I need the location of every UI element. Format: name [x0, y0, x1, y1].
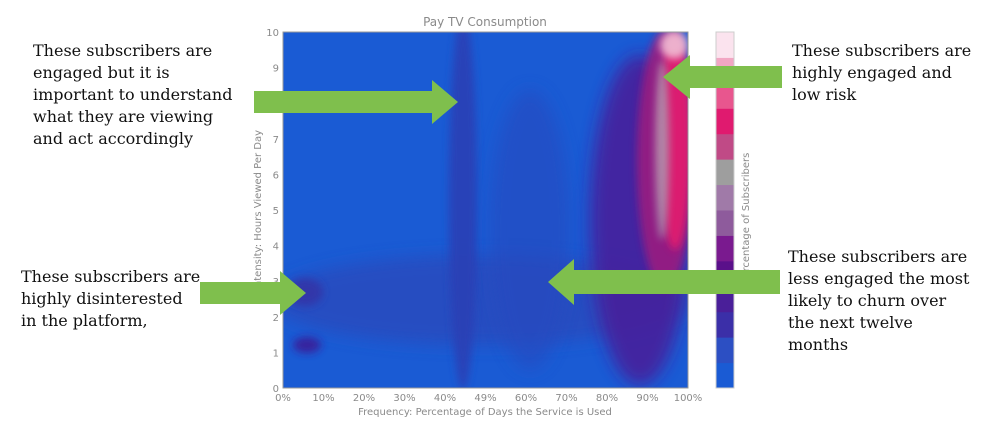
arrow-disinterested [200, 271, 306, 315]
x-tick-label: 30% [393, 393, 415, 404]
annotation-engaged: These subscribers are engaged but it is … [33, 41, 233, 148]
colorbar-label: Percentage of Subscribers [741, 153, 752, 284]
plot-frame [282, 31, 689, 389]
y-tick-label: 9 [273, 64, 279, 75]
top-peak [660, 32, 688, 59]
colorbar-segment [716, 159, 734, 186]
arrow-less [548, 259, 780, 305]
heatmap-contours [283, 32, 688, 388]
x-ticks: 0% 10% 20% 30% 40% 49% 60% 70% 80% 90% 100% [275, 393, 702, 404]
x-tick-label: 70% [555, 393, 577, 404]
x-tick-label: 40% [434, 393, 456, 404]
colorbar-segment [716, 133, 734, 160]
arrow-engaged [254, 80, 458, 124]
x-tick-label: 49% [474, 393, 496, 404]
vertical-band-49 [449, 32, 477, 388]
annotation-high: These subscribers are highly engaged and… [792, 41, 972, 104]
vertical-band-60 [490, 90, 570, 370]
colorbar-segment [716, 311, 734, 338]
gray-ridge [655, 60, 669, 240]
y-tick-label: 6 [273, 170, 279, 181]
colorbar-segment [716, 82, 734, 109]
y-tick-label: 0 [273, 384, 279, 395]
y-tick-label: 1 [273, 348, 279, 359]
y-tick-label: 5 [273, 206, 279, 217]
arrow-high [663, 55, 782, 99]
annotation-disinterested: These subscribers are highly disinterest… [21, 267, 201, 330]
colorbar-frame [715, 31, 735, 389]
annotation-arrows [200, 55, 782, 315]
hotspot-low-left [293, 337, 321, 353]
colorbar-segment [716, 235, 734, 262]
colorbar-segment [716, 184, 734, 211]
x-axis-label: Frequency: Percentage of Days the Servic… [358, 407, 612, 418]
chart-title: Pay TV Consumption [423, 15, 547, 29]
y-tick-label: 4 [273, 242, 279, 253]
y-axis-label: Intensity: Hours Viewed Per Day [253, 130, 264, 290]
colorbar-segment [716, 337, 734, 364]
y-tick-label: 7 [273, 135, 279, 146]
colorbar-segment [716, 210, 734, 236]
x-tick-label: 100% [674, 393, 703, 404]
y-ticks: 012345678910 [266, 28, 279, 395]
annotation-less: These subscribers are less engaged the m… [788, 247, 970, 354]
x-tick-label: 20% [353, 393, 375, 404]
colorbar-segment [716, 108, 734, 135]
x-tick-label: 90% [636, 393, 658, 404]
x-tick-label: 80% [596, 393, 618, 404]
y-tick-label: 2 [273, 313, 279, 324]
x-tick-label: 10% [312, 393, 334, 404]
y-tick-label: 10 [266, 28, 279, 39]
x-tick-label: 0% [275, 393, 291, 404]
colorbar-segment [716, 362, 734, 389]
x-tick-label: 60% [515, 393, 537, 404]
colorbar-segment [716, 32, 734, 58]
